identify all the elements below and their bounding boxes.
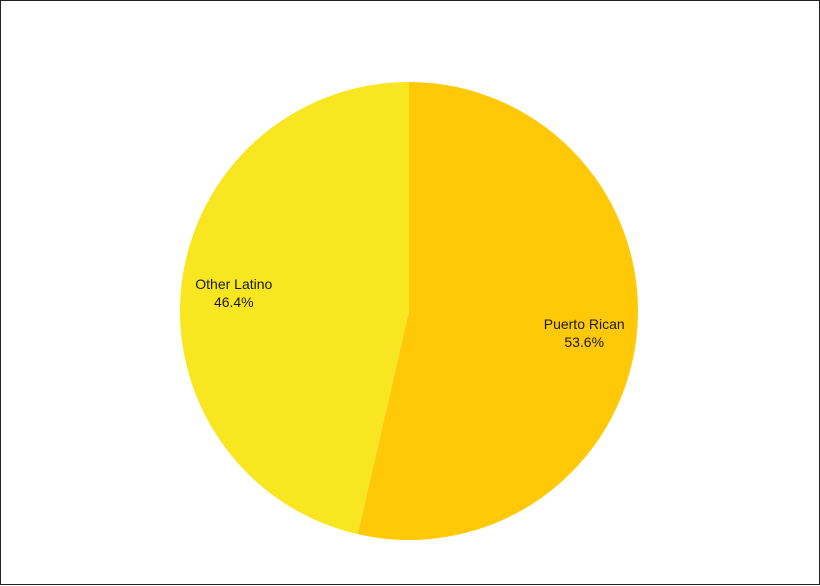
slice-value-other-latino: 46.4% xyxy=(214,294,254,310)
pie-labels: Puerto Rican 53.6% Other Latino 46.4% xyxy=(195,276,624,350)
slice-value-puerto-rican: 53.6% xyxy=(564,334,604,350)
pie-slices xyxy=(180,82,639,540)
slice-label-puerto-rican: Puerto Rican xyxy=(544,316,625,332)
pie-slice-puerto-rican xyxy=(357,82,639,540)
pie-slice-other-latino xyxy=(180,82,409,535)
slice-label-other-latino: Other Latino xyxy=(195,276,272,292)
